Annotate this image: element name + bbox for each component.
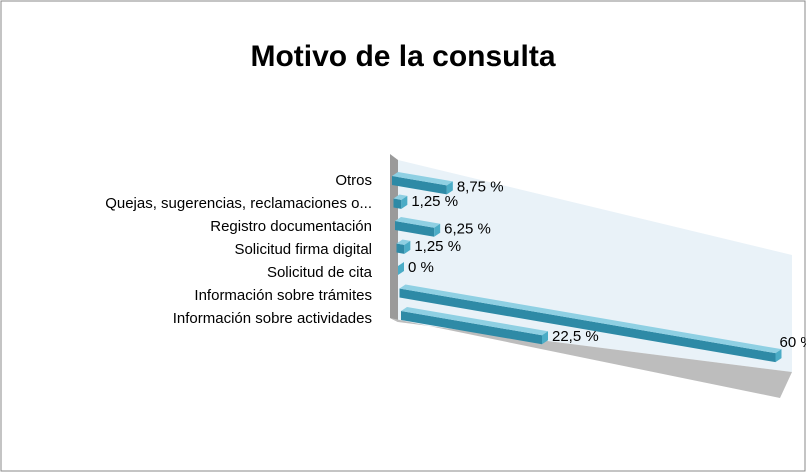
- bar-top: [399, 284, 782, 354]
- bar: [399, 284, 782, 363]
- bar-end: [398, 262, 404, 275]
- bar-top: [393, 194, 408, 200]
- bar-top: [392, 172, 453, 186]
- back-wall: [398, 160, 792, 372]
- bar: [392, 172, 453, 195]
- bar-end: [775, 349, 782, 363]
- value-label: 0 %: [408, 259, 434, 276]
- category-label: Información sobre trámites: [194, 287, 372, 304]
- bar-front: [401, 311, 542, 345]
- bar: [398, 262, 404, 275]
- bar-top: [401, 307, 548, 336]
- bar: [401, 307, 548, 345]
- side-wall: [390, 154, 398, 322]
- bar: [395, 217, 441, 237]
- value-label: 22,5 %: [552, 328, 599, 345]
- chart-title: Motivo de la consulta: [250, 40, 555, 73]
- bar-end: [404, 240, 411, 254]
- value-label: 1,25 %: [411, 193, 458, 210]
- value-label: 6,25 %: [444, 221, 491, 238]
- value-label: 1,25 %: [414, 238, 461, 255]
- bar: [396, 239, 411, 254]
- bar-end: [401, 195, 408, 209]
- bar-end: [446, 181, 453, 195]
- value-label: 8,75 %: [457, 178, 504, 195]
- bar-end: [542, 331, 548, 345]
- bar-front: [399, 288, 776, 363]
- bar-front: [392, 176, 447, 195]
- bar-front: [393, 198, 402, 209]
- bar-top: [395, 217, 441, 228]
- bar: [393, 194, 408, 209]
- value-label: 60 %: [780, 334, 806, 351]
- bar-front: [395, 221, 435, 237]
- category-label: Quejas, sugerencias, reclamaciones o...: [105, 195, 372, 212]
- bar-top: [396, 239, 411, 245]
- category-label: Solicitud firma digital: [234, 241, 372, 258]
- bar-front: [396, 243, 405, 254]
- bar-end: [434, 223, 441, 237]
- category-label: Registro documentación: [210, 218, 372, 235]
- floor: [390, 318, 792, 398]
- category-label: Información sobre actividades: [173, 310, 372, 327]
- category-label: Otros: [335, 172, 372, 189]
- category-label: Solicitud de cita: [267, 264, 373, 281]
